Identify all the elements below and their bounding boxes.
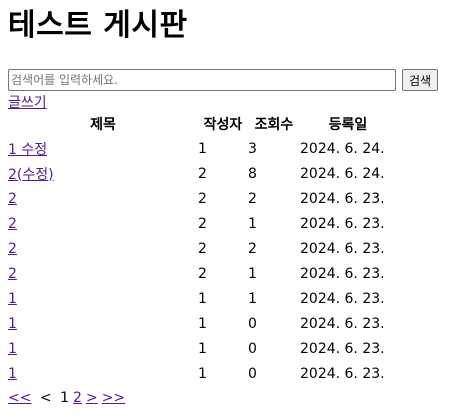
search-input[interactable]: [8, 69, 396, 91]
date-cell: 2024. 6. 23.: [300, 215, 385, 232]
author-cell: 2: [198, 190, 207, 207]
author-cell: 1: [198, 365, 207, 382]
board-page: 테스트 게시판 검색 글쓰기 제목 작성자 조회수 등록일 1 수정 1 3 2024…: [8, 8, 452, 408]
views-cell: 3: [248, 140, 257, 157]
header-title: 제목: [90, 117, 116, 133]
header-date: 등록일: [328, 117, 368, 133]
header-author: 작성자: [203, 117, 243, 133]
page-link[interactable]: 2: [73, 390, 82, 406]
post-table-header: 제목 작성자 조회수 등록일: [8, 112, 396, 136]
title-cell: 2: [8, 211, 198, 236]
author-cell: 1: [198, 140, 207, 157]
author-cell: 1: [198, 290, 207, 307]
post-title-link[interactable]: 2(수정): [8, 166, 54, 183]
date-cell: 2024. 6. 23.: [300, 240, 385, 257]
author-cell: 2: [198, 165, 207, 182]
author-cell: 1: [198, 340, 207, 357]
date-cell: 2024. 6. 23.: [300, 290, 385, 307]
post-table-body: 1 수정 1 3 2024. 6. 24. 2(수정) 2 8 2024. 6. 24. 2 2 2…: [8, 136, 396, 386]
page-title: 테스트 게시판: [8, 8, 188, 43]
table-row: 2 2 1 2024. 6. 23.: [8, 261, 396, 286]
table-row: 1 1 1 2024. 6. 23.: [8, 286, 396, 311]
post-title-link[interactable]: 1: [8, 315, 17, 332]
post-title-link[interactable]: 1: [8, 290, 17, 307]
pagination: << < 1 2 > >>: [8, 388, 452, 408]
title-cell: 2: [8, 261, 198, 286]
views-cell: 0: [248, 365, 257, 382]
views-cell: 1: [248, 290, 257, 307]
date-cell: 2024. 6. 24.: [300, 140, 385, 157]
views-cell: 8: [248, 165, 257, 182]
table-row: 1 1 0 2024. 6. 23.: [8, 361, 396, 386]
author-cell: 2: [198, 240, 207, 257]
views-cell: 0: [248, 340, 257, 357]
date-cell: 2024. 6. 23.: [300, 365, 385, 382]
views-cell: 1: [248, 265, 257, 282]
first-page-link[interactable]: <<: [8, 390, 32, 406]
table-row: 1 1 0 2024. 6. 23.: [8, 311, 396, 336]
post-title-link[interactable]: 2: [8, 265, 17, 282]
next-page-link[interactable]: >: [85, 390, 98, 406]
table-row: 2 2 2 2024. 6. 23.: [8, 186, 396, 211]
table-row: 2(수정) 2 8 2024. 6. 24.: [8, 161, 396, 186]
table-row: 1 수정 1 3 2024. 6. 24.: [8, 136, 396, 161]
author-cell: 2: [198, 215, 207, 232]
date-cell: 2024. 6. 23.: [300, 315, 385, 332]
date-cell: 2024. 6. 23.: [300, 190, 385, 207]
post-title-link[interactable]: 1: [8, 340, 17, 357]
table-row: 1 1 0 2024. 6. 23.: [8, 336, 396, 361]
prev-page-indicator: <: [39, 390, 52, 406]
views-cell: 2: [248, 240, 257, 257]
header-views: 조회수: [254, 117, 294, 133]
title-cell: 2: [8, 236, 198, 261]
header-row: 제목 작성자 조회수 등록일: [8, 112, 396, 136]
table-row: 2 2 2 2024. 6. 23.: [8, 236, 396, 261]
search-form: 검색: [8, 68, 452, 92]
title-cell: 1: [8, 311, 198, 336]
date-cell: 2024. 6. 23.: [300, 265, 385, 282]
table-row: 2 2 1 2024. 6. 23.: [8, 211, 396, 236]
title-cell: 2: [8, 186, 198, 211]
post-table: 제목 작성자 조회수 등록일 1 수정 1 3 2024. 6. 24. 2(수정) 2 8…: [8, 112, 396, 386]
author-cell: 2: [198, 265, 207, 282]
title-cell: 1: [8, 361, 198, 386]
title-cell: 1: [8, 336, 198, 361]
current-page: 1: [60, 390, 70, 406]
date-cell: 2024. 6. 24.: [300, 165, 385, 182]
last-page-link[interactable]: >>: [101, 390, 126, 406]
post-title-link[interactable]: 1 수정: [8, 141, 48, 158]
write-post-link[interactable]: 글쓰기: [8, 95, 47, 111]
post-title-link[interactable]: 1: [8, 365, 17, 382]
views-cell: 0: [248, 315, 257, 332]
title-cell: 1 수정: [8, 136, 198, 161]
title-cell: 2(수정): [8, 161, 198, 186]
author-cell: 1: [198, 315, 207, 332]
title-cell: 1: [8, 286, 198, 311]
post-title-link[interactable]: 2: [8, 190, 17, 207]
post-title-link[interactable]: 2: [8, 215, 17, 232]
views-cell: 1: [248, 215, 257, 232]
post-title-link[interactable]: 2: [8, 240, 17, 257]
date-cell: 2024. 6. 23.: [300, 340, 385, 357]
search-button[interactable]: 검색: [402, 69, 439, 91]
views-cell: 2: [248, 190, 257, 207]
